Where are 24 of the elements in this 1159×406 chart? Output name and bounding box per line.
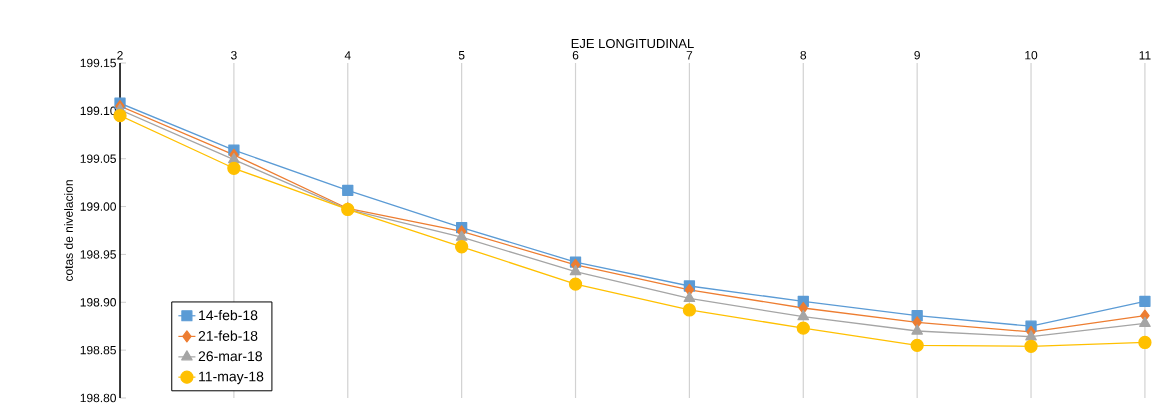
x-tick-label: 2 <box>117 51 123 60</box>
x-tick-label: 11 <box>1139 51 1151 60</box>
y-axis-title: cotas de nivelacion <box>64 180 73 282</box>
y-tick-label: 199.15 <box>80 58 116 68</box>
legend-label: 11-may-18 <box>199 371 264 385</box>
x-tick-label: 7 <box>686 51 693 60</box>
y-tick-label: 198.85 <box>80 345 116 355</box>
y-tick-label: 198.95 <box>80 250 116 259</box>
legend-label: 26-mar-18 <box>198 351 262 362</box>
legend-label: 21-feb-18 <box>198 330 258 341</box>
y-tick-label: 198.80 <box>80 393 117 403</box>
x-tick-label: 10 <box>1025 50 1038 60</box>
x-tick-label: 4 <box>344 51 351 60</box>
x-tick-label: 3 <box>231 50 237 60</box>
y-tick-label: 198.90 <box>80 298 117 307</box>
x-tick-label: 5 <box>458 51 465 60</box>
x-tick-label: 6 <box>572 50 579 60</box>
x-tick-label: 9 <box>914 50 920 60</box>
y-tick-label: 199.00 <box>80 202 117 211</box>
y-tick-label: 199.10 <box>80 106 117 116</box>
x-tick-label: 8 <box>800 50 807 60</box>
x-axis-title: EJE LONGITUDINAL <box>571 38 694 49</box>
legend-label: 14-feb-18 <box>199 309 258 321</box>
y-tick-label: 199.05 <box>80 154 116 163</box>
